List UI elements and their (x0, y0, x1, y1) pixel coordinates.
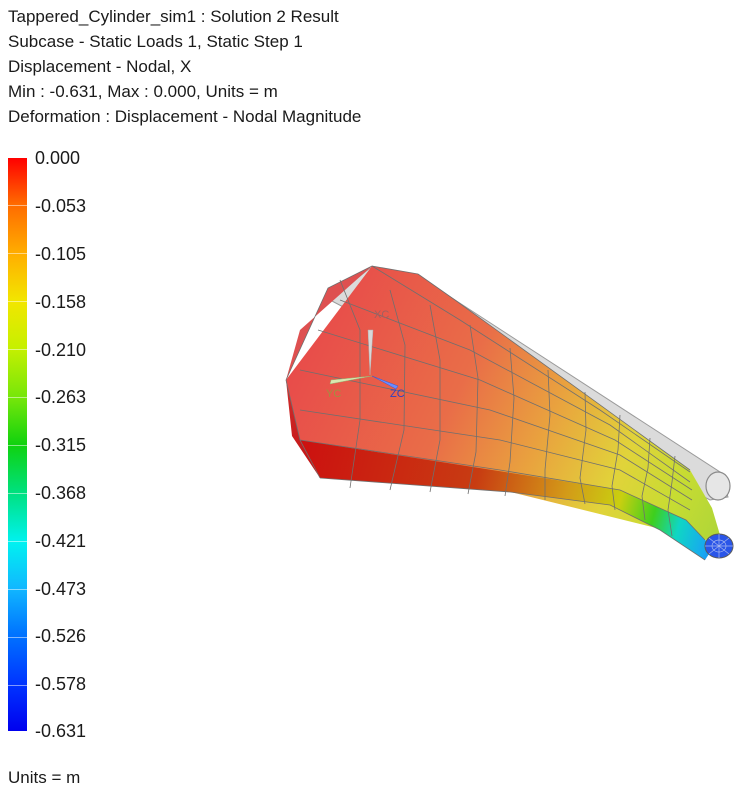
yc-label: YC (326, 388, 341, 400)
legend-segment (8, 494, 27, 542)
legend-label: -0.053 (35, 196, 87, 216)
legend-segment (8, 542, 27, 590)
legend-label: -0.158 (35, 292, 87, 312)
legend-color-bar (8, 158, 27, 731)
end-cap (704, 533, 734, 559)
header-min-max: Min : -0.631, Max : 0.000, Units = m (8, 82, 278, 101)
legend-segment (8, 302, 27, 350)
xc-axis (367, 329, 374, 376)
legend-label: -0.210 (35, 340, 87, 360)
deformed-mesh[interactable] (285, 265, 734, 561)
legend-label: 0.000 (35, 148, 81, 168)
header-title: Tappered_Cylinder_sim1 : Solution 2 Resu… (8, 7, 339, 26)
legend-segment (8, 446, 27, 494)
legend-segment (8, 590, 27, 638)
wcs-triad: XC YC ZC (326, 309, 405, 400)
legend-segment (8, 638, 27, 686)
legend-segment (8, 158, 27, 206)
legend-label: -0.263 (35, 387, 87, 407)
mesh-lines (285, 265, 706, 561)
header-result-type: Displacement - Nodal, X (8, 57, 192, 76)
units-footer: Units = m (8, 768, 81, 787)
legend-label: -0.473 (35, 579, 87, 599)
legend-label: -0.105 (35, 244, 87, 264)
legend-label: -0.421 (35, 531, 87, 551)
legend-label: -0.578 (35, 674, 87, 694)
header-subcase: Subcase - Static Loads 1, Static Step 1 (8, 32, 303, 51)
zc-axis (371, 375, 399, 390)
legend-segment (8, 398, 27, 446)
yc-axis (329, 375, 373, 385)
legend-label: -0.368 (35, 483, 87, 503)
legend-segment (8, 206, 27, 254)
legend-label: -0.631 (35, 721, 87, 741)
result-header: Tappered_Cylinder_sim1 : Solution 2 Resu… (8, 4, 361, 129)
zc-label: ZC (390, 388, 405, 400)
header-deformation: Deformation : Displacement - Nodal Magni… (8, 107, 362, 126)
legend-segment (8, 350, 27, 398)
legend-segment (8, 254, 27, 302)
legend-label: -0.526 (35, 626, 87, 646)
legend-label: -0.315 (35, 435, 87, 455)
color-legend: 0.000 -0.053 -0.105 -0.158 -0.210 -0.263… (8, 148, 208, 741)
xc-label: XC (374, 309, 389, 321)
